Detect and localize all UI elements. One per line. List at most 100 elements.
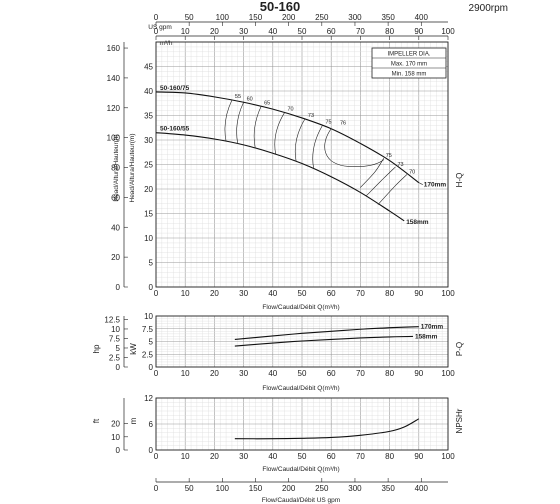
power-kw-tick-label: 5: [149, 338, 154, 347]
power-hp-tick-label: 10: [111, 325, 120, 334]
x-tick-label: 50: [298, 289, 307, 298]
hq-start-label-170: 50-160/75: [160, 85, 190, 92]
iso-efficiency-line: [366, 166, 396, 197]
head-ft-tick-label: 40: [111, 223, 120, 232]
x-tick-label: 20: [210, 369, 219, 378]
head-ft-tick-label: 100: [107, 134, 121, 143]
hq-curve-158mm: [155, 132, 405, 222]
head-m-tick-label: 30: [144, 136, 153, 145]
x-tick-label: 100: [441, 289, 455, 298]
power-end-label-158: 158mm: [415, 333, 438, 340]
panel-frames: [123, 21, 449, 483]
top-gpm-tick-label: 300: [348, 13, 362, 22]
x-tick-label: 80: [385, 289, 394, 298]
x-tick-label: 70: [356, 452, 365, 461]
bottom-gpm-tick-label: 150: [249, 484, 263, 493]
efficiency-label: 76: [340, 120, 346, 126]
x-tick-label: 10: [181, 452, 190, 461]
x-tick-label: 0: [154, 289, 159, 298]
top-gpm-tick-label: 150: [249, 13, 263, 22]
head-m-tick-label: 20: [144, 185, 153, 194]
bottom-gpm-tick-label: 300: [348, 484, 362, 493]
x-tick-label: 40: [268, 369, 277, 378]
npsh-m-tick-label: 0: [149, 446, 154, 455]
iso-efficiency-line: [274, 112, 285, 155]
panel-frame-hq: [155, 41, 449, 288]
npsh-x-axis-label: Flow/Caudal/Débit Q(m³/h): [262, 466, 339, 473]
hq-curve-170mm: [155, 91, 420, 184]
top-m3h-tick-label: 10: [181, 27, 190, 36]
efficiency-label: 75: [386, 153, 392, 159]
power-hp-tick-label: 0: [116, 363, 121, 372]
x-tick-label: 30: [239, 452, 248, 461]
x-tick-label: 60: [327, 289, 336, 298]
head-ft-tick-label: 160: [107, 44, 121, 53]
power-hp-tick-label: 12.5: [104, 315, 120, 324]
impeller-legend: IMPELLER DIA. Max. 170 mm Min. 158 mm: [371, 47, 447, 79]
head-ft-tick-label: 20: [111, 253, 120, 262]
x-tick-label: 60: [327, 369, 336, 378]
head-ft-tick-label: 140: [107, 74, 121, 83]
top-gpm-tick-label: 200: [282, 13, 296, 22]
head-ft-tick-label: 120: [107, 104, 121, 113]
x-tick-label: 90: [414, 289, 423, 298]
efficiency-label: 70: [287, 107, 293, 113]
x-tick-label: 30: [239, 289, 248, 298]
npsh-ft-tick-label: 10: [111, 433, 120, 442]
x-tick-label: 20: [210, 452, 219, 461]
top-m3h-tick-label: 50: [298, 27, 307, 36]
power-kw-tick-label: 10: [144, 312, 153, 321]
top-m3h-tick-label: 30: [239, 27, 248, 36]
top-m3h-tick-label: 0: [154, 27, 159, 36]
hq-start-label-158: 50-160/55: [160, 126, 190, 133]
bottom-gpm-axis-label: Flow/Caudal/Débit US gpm: [262, 497, 340, 504]
top-m3h-axis-label: m³/h: [160, 40, 173, 47]
x-tick-label: 80: [385, 369, 394, 378]
power-curve-170mm: [234, 326, 419, 341]
x-tick-label: 70: [356, 289, 365, 298]
efficiency-label: 55: [235, 94, 241, 100]
top-m3h-tick-label: 80: [385, 27, 394, 36]
chart-title: 50-160: [260, 0, 300, 14]
top-m3h-tick-label: 40: [268, 27, 277, 36]
power-hp-tick-label: 2.5: [109, 353, 121, 362]
bottom-gpm-tick-label: 250: [315, 484, 329, 493]
efficiency-label: 70: [409, 169, 415, 175]
x-tick-label: 50: [298, 369, 307, 378]
bottom-gpm-tick-label: 200: [282, 484, 296, 493]
x-tick-label: 30: [239, 369, 248, 378]
bottom-gpm-tick-label: 50: [185, 484, 194, 493]
efficiency-label: 73: [397, 162, 403, 168]
top-gpm-axis-label: US gpm: [148, 24, 171, 31]
npsh-ft-tick-label: 20: [111, 420, 120, 429]
legend-row-min: Min. 158 mm: [392, 72, 427, 78]
bottom-gpm-tick-label: 400: [415, 484, 429, 493]
top-gpm-tick-label: 400: [415, 13, 429, 22]
bottom-gpm-tick-label: 0: [154, 484, 159, 493]
top-m3h-tick-label: 70: [356, 27, 365, 36]
grid-lines: [155, 41, 449, 451]
npsh-curve: [234, 418, 420, 440]
npsh-m-tick-label: 6: [149, 420, 154, 429]
npsh-ft-axis-label: ft: [92, 418, 101, 423]
power-kw-tick-label: 7.5: [142, 325, 154, 334]
x-tick-label: 40: [268, 289, 277, 298]
x-tick-label: 50: [298, 452, 307, 461]
iso-efficiency-line: [324, 128, 384, 167]
top-m3h-tick-label: 90: [414, 27, 423, 36]
top-gpm-tick-label: 50: [185, 13, 194, 22]
power-end-label-170: 170mm: [421, 324, 444, 331]
iso-efficiency-line: [294, 118, 306, 162]
top-m3h-tick-label: 20: [210, 27, 219, 36]
top-gpm-tick-label: 100: [216, 13, 230, 22]
hq-end-label-158: 158mm: [406, 219, 429, 226]
top-gpm-tick-label: 250: [315, 13, 329, 22]
power-kw-tick-label: 0: [149, 363, 154, 372]
x-tick-label: 20: [210, 289, 219, 298]
power-kw-tick-label: 2.5: [142, 350, 154, 359]
head-m-tick-label: 5: [149, 259, 154, 268]
x-tick-label: 10: [181, 289, 190, 298]
head-ft-tick-label: 60: [111, 193, 120, 202]
